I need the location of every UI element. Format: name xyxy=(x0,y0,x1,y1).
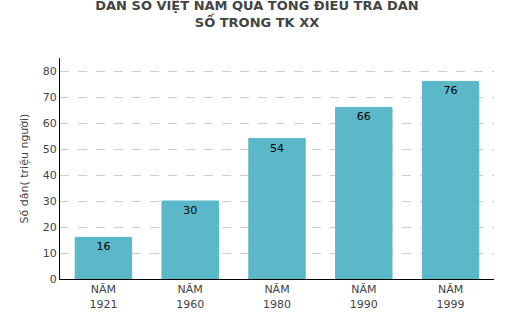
svg-text:NĂM1999: NĂM1999 xyxy=(437,283,465,310)
svg-text:50: 50 xyxy=(43,143,57,156)
svg-text:80: 80 xyxy=(43,65,57,78)
svg-text:NĂM1980: NĂM1980 xyxy=(263,283,291,310)
svg-text:NĂM1960: NĂM1960 xyxy=(176,283,204,310)
svg-text:54: 54 xyxy=(270,142,284,155)
svg-text:16: 16 xyxy=(96,240,110,253)
svg-text:20: 20 xyxy=(43,221,57,234)
svg-text:NĂM1990: NĂM1990 xyxy=(350,283,378,310)
svg-text:DÂN SỐ VIỆT NAM QUA TỔNG ĐIỀU: DÂN SỐ VIỆT NAM QUA TỔNG ĐIỀU TRA DÂNSỐ … xyxy=(95,0,418,30)
svg-text:30: 30 xyxy=(43,195,57,208)
svg-text:40: 40 xyxy=(43,169,57,182)
svg-text:70: 70 xyxy=(43,91,57,104)
svg-text:30: 30 xyxy=(183,204,197,217)
svg-text:Số dân( triệu người): Số dân( triệu người) xyxy=(18,114,31,224)
svg-text:NĂM1921: NĂM1921 xyxy=(89,283,117,310)
svg-text:60: 60 xyxy=(43,117,57,130)
svg-text:76: 76 xyxy=(444,84,458,97)
svg-text:10: 10 xyxy=(43,247,57,260)
svg-text:66: 66 xyxy=(357,110,371,123)
svg-text:0: 0 xyxy=(50,273,57,286)
